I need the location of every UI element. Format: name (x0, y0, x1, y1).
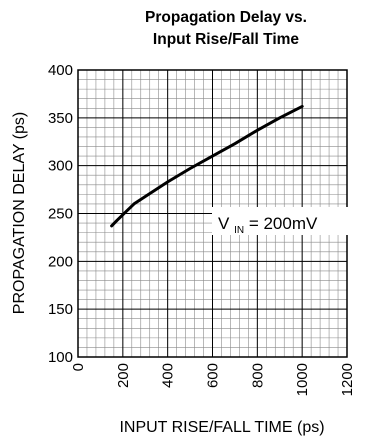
chart-title: Propagation Delay vs. (145, 9, 307, 26)
y-tick-label: 200 (48, 253, 73, 270)
annotation-label: V IN = 200mV (218, 214, 318, 237)
y-tick-label: 350 (48, 110, 73, 127)
y-tick-label: 150 (48, 301, 73, 318)
y-tick-label: 400 (48, 62, 73, 79)
x-tick-label: 0 (70, 363, 87, 371)
x-tick-label: 1000 (294, 363, 311, 396)
chart-subtitle: Input Rise/Fall Time (153, 31, 300, 48)
x-tick-label: 1200 (339, 363, 356, 396)
annotation-subscript: IN (234, 225, 244, 236)
annotation-box: V IN = 200mV (212, 207, 350, 237)
y-tick-label: 250 (48, 206, 73, 223)
annotation-main: V (218, 214, 230, 233)
y-tick-label: 300 (48, 158, 73, 175)
delay-curve (110, 104, 304, 228)
y-tick-labels: 100 150 200 250 300 350 400 (48, 62, 73, 366)
annotation-rest: = 200mV (249, 214, 318, 233)
x-tick-label: 400 (160, 363, 177, 388)
y-tick-label: 100 (48, 349, 73, 366)
x-tick-label: 200 (115, 363, 132, 388)
annotation-background (212, 207, 350, 235)
y-axis-label: PROPAGATION DELAY (ps) (11, 112, 28, 314)
x-tick-label: 600 (205, 363, 222, 388)
x-tick-labels: 0 200 400 600 800 1000 1200 (70, 363, 356, 396)
x-tick-label: 800 (249, 363, 266, 388)
x-axis-label: INPUT RISE/FALL TIME (ps) (119, 419, 324, 436)
